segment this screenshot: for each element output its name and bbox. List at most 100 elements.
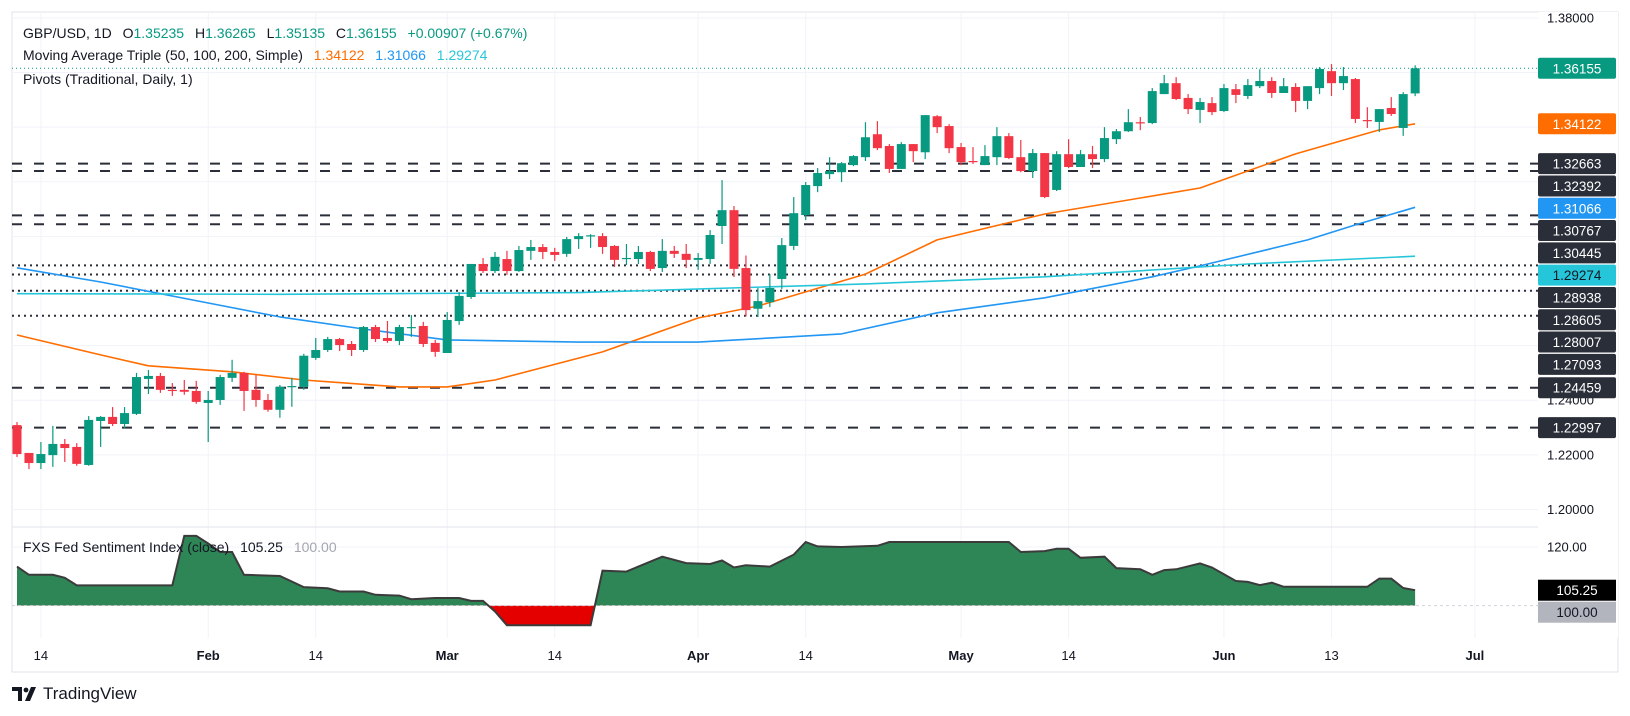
- candle[interactable]: [1171, 77, 1181, 101]
- candle[interactable]: [1350, 77, 1360, 124]
- candle[interactable]: [203, 390, 213, 443]
- candle[interactable]: [1315, 67, 1325, 95]
- candle[interactable]: [562, 236, 572, 257]
- candle[interactable]: [275, 384, 285, 418]
- candle[interactable]: [155, 372, 165, 393]
- candle[interactable]: [347, 340, 357, 356]
- candle[interactable]: [1291, 83, 1301, 113]
- candle[interactable]: [681, 244, 691, 269]
- candle[interactable]: [789, 197, 799, 251]
- candle[interactable]: [1052, 151, 1062, 192]
- candle[interactable]: [1255, 69, 1265, 89]
- candle[interactable]: [1410, 65, 1420, 97]
- candle[interactable]: [287, 377, 297, 407]
- candle[interactable]: [299, 353, 309, 390]
- candle[interactable]: [132, 372, 141, 415]
- candle[interactable]: [717, 180, 727, 245]
- candle[interactable]: [896, 142, 906, 169]
- candle[interactable]: [430, 339, 440, 357]
- candle[interactable]: [1028, 148, 1038, 178]
- candle[interactable]: [574, 233, 584, 249]
- candle[interactable]: [645, 250, 655, 272]
- candle[interactable]: [12, 422, 22, 458]
- candle[interactable]: [920, 115, 930, 160]
- candle[interactable]: [418, 321, 428, 347]
- candle[interactable]: [621, 244, 631, 266]
- candle[interactable]: [478, 257, 488, 273]
- candle[interactable]: [179, 380, 189, 395]
- candle[interactable]: [1207, 97, 1217, 116]
- candle[interactable]: [167, 383, 177, 396]
- candle[interactable]: [1267, 77, 1277, 98]
- price-axis[interactable]: 1.380001.240001.220001.200001.361551.341…: [1538, 10, 1618, 638]
- candle[interactable]: [586, 234, 596, 248]
- symbol-legend[interactable]: GBP/USD, 1D O1.35235 H1.36265 L1.35135 C…: [23, 25, 527, 41]
- moving-average-legend[interactable]: Moving Average Triple (50, 100, 200, Sim…: [23, 47, 487, 63]
- candle[interactable]: [1195, 97, 1205, 124]
- candle[interactable]: [1123, 109, 1133, 133]
- candle[interactable]: [1004, 133, 1014, 160]
- candle[interactable]: [932, 115, 942, 134]
- candle[interactable]: [120, 407, 130, 429]
- candle[interactable]: [359, 325, 369, 352]
- candle[interactable]: [239, 371, 249, 411]
- candle[interactable]: [610, 245, 619, 267]
- candle[interactable]: [1135, 117, 1145, 131]
- candle[interactable]: [215, 374, 225, 405]
- candle[interactable]: [657, 239, 667, 272]
- candle[interactable]: [1398, 92, 1408, 136]
- candle[interactable]: [801, 182, 811, 220]
- candle[interactable]: [442, 312, 452, 353]
- candle[interactable]: [1386, 97, 1396, 116]
- candle[interactable]: [490, 251, 500, 273]
- candle[interactable]: [825, 157, 835, 180]
- candle[interactable]: [143, 369, 153, 394]
- sentiment-legend[interactable]: FXS Fed Sentiment Index (close) 105.25 1…: [23, 539, 337, 555]
- candle[interactable]: [1088, 145, 1097, 169]
- candle[interactable]: [884, 144, 894, 174]
- candle[interactable]: [36, 442, 46, 470]
- candle[interactable]: [1076, 150, 1086, 168]
- candle[interactable]: [1327, 64, 1336, 97]
- candle[interactable]: [502, 250, 512, 275]
- candle[interactable]: [813, 168, 823, 193]
- candle[interactable]: [1231, 83, 1241, 104]
- candle[interactable]: [837, 162, 847, 183]
- candle[interactable]: [394, 324, 404, 346]
- candle[interactable]: [980, 145, 990, 166]
- candle[interactable]: [1111, 129, 1121, 145]
- candle[interactable]: [1040, 153, 1050, 199]
- candle[interactable]: [669, 245, 679, 258]
- tradingview-brand[interactable]: TradingView: [12, 684, 137, 704]
- candle[interactable]: [849, 154, 858, 167]
- candle[interactable]: [693, 253, 703, 270]
- candle[interactable]: [968, 147, 978, 165]
- candle[interactable]: [371, 324, 380, 343]
- candle[interactable]: [60, 439, 70, 462]
- candle[interactable]: [48, 425, 58, 467]
- candle[interactable]: [1147, 88, 1157, 125]
- candle[interactable]: [1243, 79, 1253, 100]
- time-axis[interactable]: 14 Feb 14 Mar 14 Apr 14 May 14 Jun 13 Jul: [34, 648, 1485, 663]
- candle[interactable]: [777, 238, 787, 290]
- candle[interactable]: [335, 337, 345, 352]
- candle[interactable]: [1303, 86, 1313, 110]
- candlestick-series[interactable]: [12, 64, 1420, 470]
- candle[interactable]: [598, 233, 608, 254]
- candle[interactable]: [633, 245, 643, 264]
- candle[interactable]: [1064, 139, 1074, 169]
- candle[interactable]: [263, 393, 273, 412]
- candle[interactable]: [1279, 77, 1289, 94]
- candle[interactable]: [550, 247, 560, 261]
- candle[interactable]: [514, 245, 524, 272]
- candle[interactable]: [1183, 94, 1193, 115]
- candle[interactable]: [860, 122, 870, 162]
- candle[interactable]: [526, 239, 536, 260]
- candle[interactable]: [382, 321, 392, 343]
- candle[interactable]: [944, 124, 954, 154]
- candle[interactable]: [1099, 127, 1109, 163]
- candle[interactable]: [729, 206, 739, 278]
- candle[interactable]: [108, 407, 118, 426]
- candle[interactable]: [741, 255, 751, 317]
- candle[interactable]: [765, 274, 775, 308]
